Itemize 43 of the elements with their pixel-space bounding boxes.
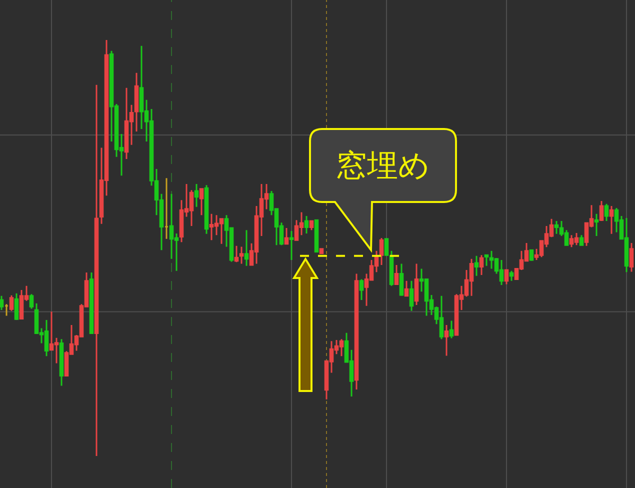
candlestick [9, 294, 14, 312]
candlestick [479, 254, 484, 276]
candlestick [444, 324, 449, 356]
candlestick [629, 242, 634, 272]
candlestick [89, 272, 94, 334]
candlestick [244, 229, 249, 267]
candlestick [599, 200, 604, 222]
candlestick [509, 270, 514, 282]
candlestick [29, 293, 34, 310]
candlestick [399, 263, 404, 297]
candlestick [409, 280, 414, 312]
candlestick [609, 205, 614, 235]
ref-line-label: 窓埋め [336, 148, 430, 184]
candlestick [314, 219, 319, 252]
candlestick [404, 280, 409, 297]
candlestick [379, 237, 384, 266]
candlestick [319, 248, 324, 254]
candlestick [284, 227, 289, 246]
candlestick [449, 320, 454, 340]
candlestick [194, 183, 199, 208]
candlestick [289, 230, 294, 261]
candlestick [94, 84, 99, 457]
candlestick [414, 263, 419, 306]
candlestick [529, 249, 534, 262]
candlestick [0, 295, 4, 311]
candlestick [234, 245, 239, 263]
candlestick [504, 269, 509, 285]
candlestick [199, 188, 204, 216]
candlestick [594, 213, 599, 237]
candlestick [359, 278, 364, 301]
candlestick [309, 220, 314, 231]
candlestick [394, 264, 399, 286]
candlestick [474, 255, 479, 277]
candlestick [204, 184, 209, 235]
candlestick [354, 273, 359, 390]
candlestick [304, 215, 309, 234]
candlestick [239, 246, 244, 265]
candlestick [164, 177, 169, 240]
candlestick [59, 338, 64, 386]
candlestick [4, 303, 9, 317]
candlestick [579, 234, 584, 246]
candlestick [604, 203, 609, 222]
candlestick [14, 292, 19, 321]
